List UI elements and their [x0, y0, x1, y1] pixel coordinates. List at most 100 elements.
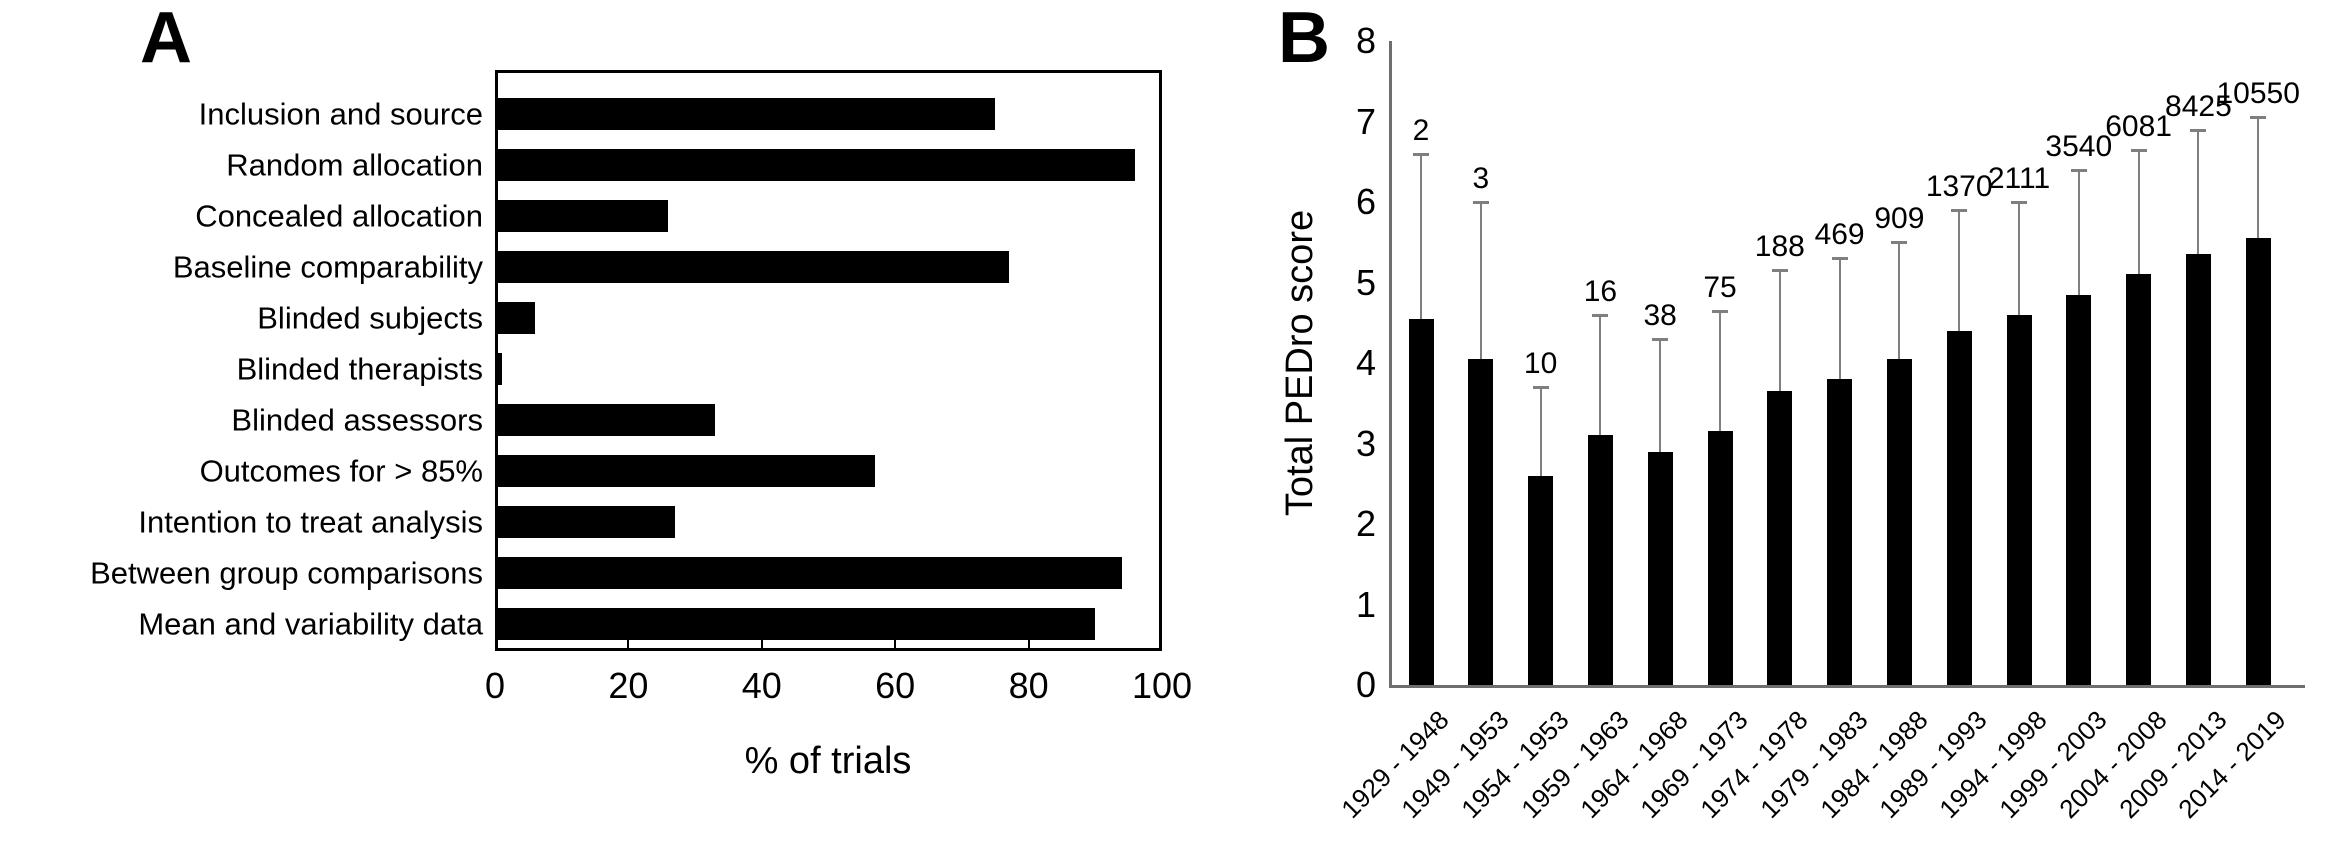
- panel-b-error-bar-cap: [1951, 209, 1968, 213]
- panel-b-n-trials-label: 3: [1472, 162, 1490, 195]
- panel-b-n-trials-label: 909: [1874, 202, 1925, 236]
- panel-a-bar: [495, 200, 669, 232]
- panel-b-error-bar-cap: [1712, 309, 1728, 313]
- panel-b-x-axis-line: [1389, 685, 2305, 688]
- panel-b-error-bar-cap: [1592, 313, 1609, 317]
- panel-b-error-bar-cap: [1652, 337, 1669, 341]
- panel-a-bar: [495, 455, 876, 487]
- panel-b-error-bar-cap: [1413, 152, 1429, 156]
- panel-b-n-trials-label: 469: [1814, 218, 1865, 252]
- panel-b-y-tick-label: 8: [1355, 20, 1376, 61]
- panel-b-bar: [1946, 330, 1972, 685]
- panel-a-category-label: Blinded assessors: [231, 402, 483, 438]
- panel-b-error-bar-line: [1599, 314, 1602, 436]
- panel-b-bar: [1767, 391, 1793, 685]
- panel-a-x-tick-label: 80: [1008, 665, 1049, 706]
- panel-b-error-bar-cap: [1532, 386, 1549, 390]
- panel-a-bar: [495, 149, 1136, 181]
- panel-b-bar: [2185, 254, 2211, 685]
- panel-a-tick-mark: [627, 637, 630, 648]
- panel-a-category-label: Outcomes for > 85%: [199, 453, 483, 489]
- panel-a-bar: [495, 302, 536, 334]
- panel-a-category-label: Blinded subjects: [257, 300, 483, 336]
- panel-a-bar: [495, 353, 502, 385]
- panel-b-n-trials-label: 75: [1703, 270, 1737, 304]
- panel-b-error-bar-line: [2077, 169, 2080, 295]
- panel-a-bar: [495, 251, 1009, 283]
- panel-a-x-tick-label: 60: [875, 665, 916, 706]
- panel-b-bar: [2245, 238, 2271, 685]
- panel-b-error-bar-line: [2257, 117, 2260, 239]
- panel-a-bar: [495, 608, 1096, 640]
- panel-b-bar: [1468, 358, 1494, 685]
- panel-b-n-trials-label: 188: [1754, 230, 1805, 264]
- panel-b-error-bar-line: [1898, 242, 1901, 359]
- panel-b-error-bar-cap: [2250, 116, 2267, 120]
- panel-b-y-tick-label: 3: [1355, 422, 1376, 464]
- panel-b-error-bar-line: [2137, 149, 2140, 275]
- panel-b-y-tick-label: 7: [1355, 100, 1376, 142]
- panel-b-bar: [1827, 379, 1853, 685]
- panel-a-x-tick-label: 0: [484, 665, 506, 706]
- panel-b-error-bar-cap: [1831, 257, 1848, 261]
- panel-b-error-bar-line: [2018, 202, 2020, 315]
- panel-a-category-label: Concealed allocation: [195, 198, 483, 234]
- panel-b-y-axis-title: Total PEDro score: [1279, 209, 1321, 517]
- panel-b-bar: [1528, 475, 1554, 685]
- panel-a-bar: [495, 506, 676, 538]
- panel-b-error-bar-line: [1719, 310, 1721, 432]
- panel-a-letter: A: [140, 0, 192, 78]
- panel-b-y-tick-label: 5: [1355, 261, 1376, 303]
- panel-a-category-label: Baseline comparability: [172, 249, 483, 285]
- panel-b-n-trials-label: 8425: [2165, 89, 2232, 123]
- panel-b-bar: [2066, 294, 2092, 685]
- panel-b-error-bar-cap: [2130, 148, 2147, 152]
- panel-b-letter: B: [1278, 0, 1330, 78]
- panel-b-error-bar-line: [2197, 129, 2200, 255]
- panel-b-n-trials-label: 10550: [2216, 77, 2300, 111]
- panel-b-bar: [1886, 358, 1912, 685]
- panel-b-error-bar-line: [1659, 338, 1662, 452]
- panel-b-bar: [1647, 451, 1673, 685]
- panel-b-y-tick-label: 1: [1355, 583, 1376, 625]
- panel-b-n-trials-label: 16: [1583, 274, 1618, 308]
- panel-a-x-tick-label: 20: [608, 665, 649, 706]
- panel-b-n-trials-label: 2111: [1987, 162, 2051, 195]
- panel-a-bar: [495, 98, 996, 130]
- panel-b-error-bar-line: [1420, 153, 1422, 319]
- panel-a-bar: [495, 404, 716, 436]
- panel-b-y-tick-label: 4: [1355, 342, 1376, 383]
- panel-a-category-label: Inclusion and source: [198, 96, 483, 132]
- panel-b-n-trials-label: 1370: [1925, 170, 1993, 204]
- panel-a-category-label: Random allocation: [226, 147, 483, 183]
- panel-b-error-bar-line: [1539, 387, 1542, 476]
- panel-a-tick-mark: [1027, 637, 1030, 648]
- panel-a-tick-mark: [760, 637, 763, 648]
- panel-a-category-label: Mean and variability data: [138, 606, 483, 642]
- panel-b-error-bar-line: [1838, 258, 1841, 380]
- panel-a-category-label: Intention to treat analysis: [138, 504, 483, 540]
- panel-a-x-tick-label: 40: [741, 665, 782, 706]
- panel-b-y-tick-label: 6: [1355, 181, 1376, 222]
- panel-a-category-label: Between group comparisons: [90, 555, 483, 591]
- panel-b-bar: [2006, 314, 2032, 685]
- panel-b-bar: [1707, 431, 1733, 685]
- panel-b-error-bar-line: [1958, 210, 1961, 331]
- panel-b-error-bar-line: [1479, 202, 1482, 359]
- panel-b-bar: [1408, 318, 1434, 685]
- panel-b-error-bar-cap: [2070, 168, 2087, 172]
- panel-b-error-bar-cap: [1771, 269, 1788, 273]
- panel-b-error-bar-cap: [2011, 201, 2027, 204]
- panel-a-x-axis-title: % of trials: [744, 740, 912, 782]
- panel-b-error-bar-cap: [2190, 128, 2207, 132]
- panel-a-tick-mark: [894, 637, 897, 648]
- panel-b-n-trials-label: 38: [1643, 298, 1677, 332]
- panel-b-n-trials-label: 10: [1523, 347, 1558, 381]
- panel-b-n-trials-label: 2: [1412, 113, 1430, 147]
- panel-b-bar: [2126, 274, 2152, 685]
- panel-b-error-bar-line: [1778, 270, 1781, 392]
- panel-a-bar: [495, 557, 1122, 589]
- panel-a-x-tick-label: 100: [1131, 665, 1193, 706]
- panel-a-category-label: Blinded therapists: [236, 351, 483, 387]
